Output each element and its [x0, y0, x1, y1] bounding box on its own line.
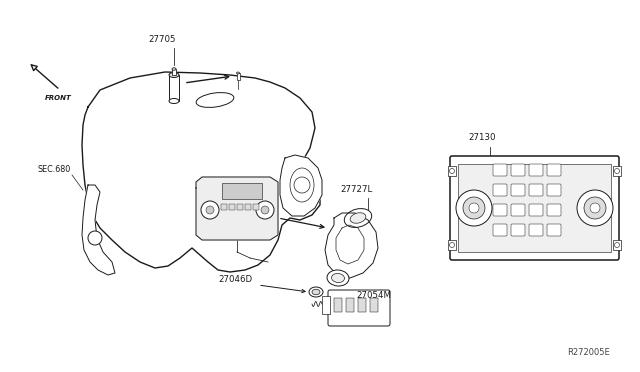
Circle shape [463, 197, 485, 219]
FancyBboxPatch shape [493, 164, 507, 176]
Text: SEC.680: SEC.680 [38, 165, 71, 174]
Circle shape [201, 201, 219, 219]
Polygon shape [280, 155, 322, 216]
Polygon shape [325, 213, 378, 278]
Bar [358, 298, 366, 312]
Polygon shape [82, 72, 320, 272]
Circle shape [584, 197, 606, 219]
Circle shape [261, 206, 269, 214]
Bar [613, 240, 621, 250]
Bar [458, 164, 611, 252]
Ellipse shape [172, 68, 176, 70]
Circle shape [577, 190, 613, 226]
Circle shape [590, 203, 600, 213]
Bar [169, 75, 179, 101]
FancyBboxPatch shape [529, 184, 543, 196]
FancyBboxPatch shape [511, 164, 525, 176]
Ellipse shape [169, 73, 179, 77]
FancyBboxPatch shape [547, 164, 561, 176]
Bar [346, 298, 354, 312]
Ellipse shape [196, 93, 234, 108]
FancyBboxPatch shape [529, 164, 543, 176]
Ellipse shape [237, 72, 239, 74]
FancyBboxPatch shape [529, 204, 543, 216]
Ellipse shape [332, 273, 344, 282]
Bar [253, 204, 259, 210]
FancyBboxPatch shape [493, 224, 507, 236]
Text: 27054M: 27054M [356, 291, 391, 300]
FancyBboxPatch shape [529, 224, 543, 236]
Bar [448, 166, 456, 176]
Bar [221, 204, 227, 210]
Text: 27705: 27705 [148, 35, 175, 44]
FancyBboxPatch shape [547, 184, 561, 196]
Ellipse shape [169, 99, 179, 103]
Circle shape [88, 231, 102, 245]
FancyBboxPatch shape [493, 184, 507, 196]
Bar [222, 183, 262, 199]
Ellipse shape [344, 209, 372, 227]
FancyBboxPatch shape [547, 224, 561, 236]
Ellipse shape [327, 270, 349, 286]
Bar [370, 298, 378, 312]
FancyBboxPatch shape [547, 204, 561, 216]
Bar [237, 73, 239, 80]
Circle shape [456, 190, 492, 226]
Bar [172, 69, 176, 75]
Circle shape [256, 201, 274, 219]
FancyBboxPatch shape [511, 224, 525, 236]
Text: 27130: 27130 [468, 133, 495, 142]
FancyBboxPatch shape [511, 204, 525, 216]
Text: 27727L: 27727L [340, 185, 372, 194]
Bar [322, 296, 330, 314]
Ellipse shape [350, 213, 366, 223]
Bar [245, 204, 251, 210]
Bar [229, 204, 235, 210]
FancyBboxPatch shape [328, 290, 390, 326]
Ellipse shape [309, 287, 323, 297]
Bar [334, 298, 342, 312]
Circle shape [469, 203, 479, 213]
Bar [613, 166, 621, 176]
Ellipse shape [312, 289, 320, 295]
Circle shape [206, 206, 214, 214]
Text: R272005E: R272005E [567, 348, 610, 357]
FancyBboxPatch shape [450, 156, 619, 260]
Polygon shape [82, 185, 115, 275]
Bar [448, 240, 456, 250]
Polygon shape [196, 177, 278, 240]
Text: 27046D: 27046D [218, 275, 252, 284]
FancyBboxPatch shape [511, 184, 525, 196]
Text: FRONT: FRONT [45, 95, 72, 101]
FancyBboxPatch shape [493, 204, 507, 216]
Bar [237, 204, 243, 210]
